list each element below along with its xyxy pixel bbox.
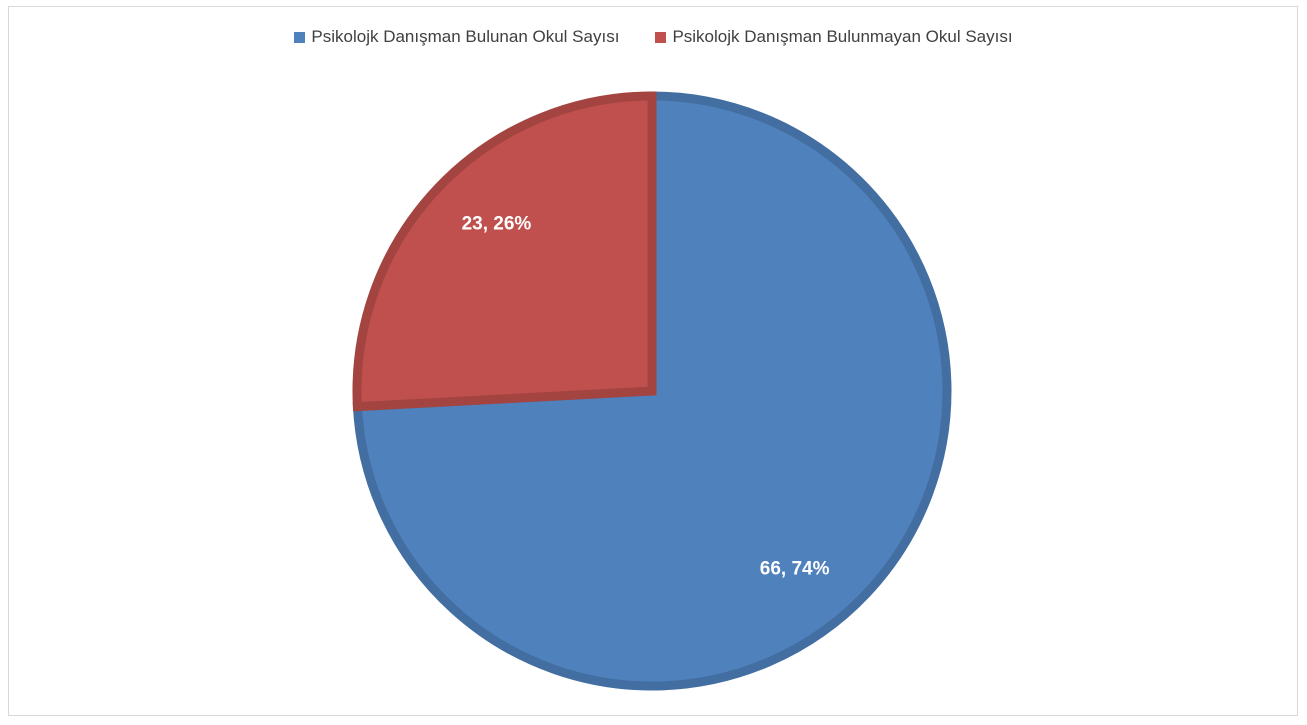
pie-slices [352, 91, 952, 691]
legend-label-bulunan: Psikolojk Danışman Bulunan Okul Sayısı [311, 27, 620, 46]
legend-item-bulunmayan: Psikolojk Danışman Bulunmayan Okul Sayıs… [655, 27, 1013, 47]
pie-data-labels: 66, 74% 23, 26% [462, 214, 830, 580]
legend-label-bulunmayan: Psikolojk Danışman Bulunmayan Okul Sayıs… [672, 27, 1013, 46]
chart-legend: Psikolojk Danışman Bulunan Okul Sayısı P… [0, 27, 1307, 47]
data-label-2: 23, 26% [462, 214, 532, 235]
legend-swatch-bulunan [294, 31, 306, 43]
data-label-1: 66, 74% [760, 559, 830, 580]
pie-slice-2 [352, 91, 657, 412]
legend-swatch-bulunmayan [655, 31, 667, 43]
legend-item-bulunan: Psikolojk Danışman Bulunan Okul Sayısı [294, 27, 619, 47]
